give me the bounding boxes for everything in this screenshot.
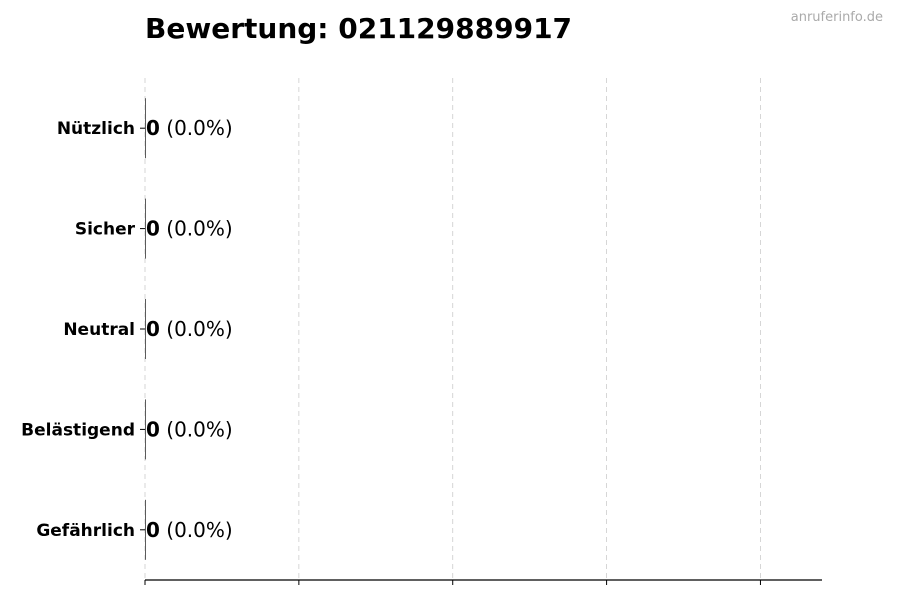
- data-label-value: 0: [146, 217, 160, 241]
- y-tick-label: Gefährlich: [36, 521, 135, 541]
- bar: [145, 198, 146, 259]
- bar: [145, 499, 146, 560]
- y-tick-label: Belästigend: [21, 420, 135, 440]
- bar: [145, 98, 146, 159]
- data-label-value: 0: [146, 417, 160, 441]
- y-tick-label: Nützlich: [57, 119, 135, 139]
- data-label-percent: (0.0%): [160, 518, 233, 542]
- y-tick-label: Neutral: [63, 320, 135, 340]
- bar: [145, 399, 146, 460]
- data-label: 0 (0.0%): [146, 116, 233, 140]
- data-label: 0 (0.0%): [146, 317, 233, 341]
- data-label-percent: (0.0%): [160, 317, 233, 341]
- data-label-percent: (0.0%): [160, 417, 233, 441]
- data-label: 0 (0.0%): [146, 417, 233, 441]
- bar: [145, 299, 146, 359]
- data-label-value: 0: [146, 116, 160, 140]
- data-label-percent: (0.0%): [160, 116, 233, 140]
- data-label-value: 0: [146, 518, 160, 542]
- data-label: 0 (0.0%): [146, 518, 233, 542]
- data-label: 0 (0.0%): [146, 217, 233, 241]
- watermark: anruferinfo.de: [790, 10, 883, 25]
- chart-title: Bewertung: 021129889917: [145, 12, 573, 45]
- data-label-percent: (0.0%): [160, 217, 233, 241]
- y-tick-label: Sicher: [75, 220, 136, 240]
- data-label-value: 0: [146, 317, 160, 341]
